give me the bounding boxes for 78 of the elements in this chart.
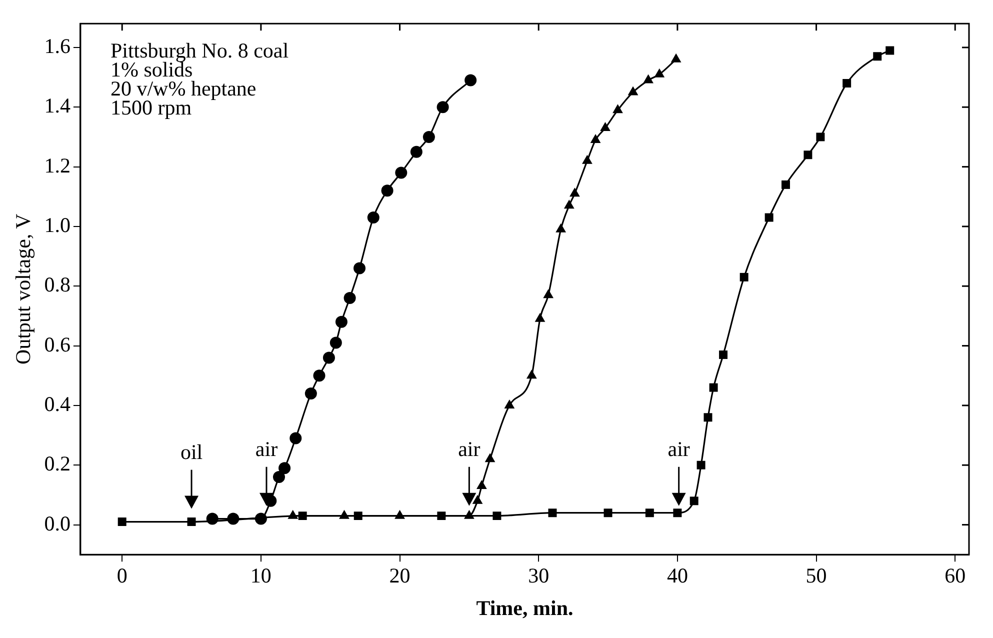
- point: [526, 370, 537, 379]
- y-tick-label: 1.2: [44, 153, 70, 178]
- point: [118, 518, 126, 526]
- y-tick-label: 0.8: [44, 272, 70, 297]
- point: [564, 200, 574, 209]
- point: [436, 101, 449, 114]
- point: [322, 352, 335, 364]
- annotation: air: [255, 436, 278, 461]
- point: [842, 79, 852, 88]
- point: [344, 292, 356, 304]
- annotation: air: [458, 436, 480, 461]
- point: [227, 512, 240, 525]
- point: [410, 146, 422, 158]
- point: [816, 132, 825, 142]
- point: [612, 104, 623, 114]
- point: [304, 388, 317, 400]
- point: [804, 150, 812, 160]
- point: [556, 223, 566, 232]
- x-tick-label: 60: [944, 564, 966, 588]
- x-tick-label: 20: [389, 564, 410, 588]
- point: [187, 518, 196, 526]
- point: [628, 86, 638, 96]
- annotation: Pittsburgh No. 8 coal: [110, 38, 289, 63]
- point: [570, 188, 580, 197]
- point: [673, 508, 682, 518]
- point: [781, 180, 790, 189]
- x-tick-label: 40: [666, 564, 688, 588]
- point: [254, 512, 267, 525]
- annotation: oil: [180, 440, 203, 464]
- point: [696, 460, 706, 470]
- point: [690, 496, 698, 506]
- point: [719, 350, 728, 359]
- y-tick-label: 0.6: [44, 332, 70, 356]
- point: [670, 53, 682, 62]
- point: [206, 512, 218, 525]
- point: [764, 213, 774, 222]
- point: [543, 289, 554, 298]
- point: [709, 383, 718, 392]
- y-tick-label: 1.0: [44, 212, 70, 237]
- point: [582, 154, 592, 164]
- point: [278, 462, 291, 474]
- point: [590, 134, 601, 143]
- annotation: air: [668, 436, 690, 461]
- point: [740, 272, 748, 282]
- point: [272, 471, 285, 484]
- point: [548, 508, 557, 518]
- point: [886, 46, 894, 55]
- y-tick-label: 0.4: [44, 392, 71, 416]
- x-tick-label: 10: [250, 564, 272, 588]
- point: [604, 508, 612, 518]
- point: [330, 336, 342, 349]
- y-tick-label: 0.2: [44, 452, 70, 476]
- point: [600, 122, 610, 132]
- point: [464, 74, 477, 86]
- point: [290, 432, 302, 444]
- x-tick-label: 50: [806, 564, 827, 588]
- point: [654, 68, 665, 78]
- x-tick-label: 0: [116, 564, 128, 588]
- point: [645, 508, 654, 518]
- point: [313, 370, 326, 382]
- point: [422, 130, 435, 143]
- y-tick-label: 1.6: [44, 34, 70, 58]
- point: [335, 316, 348, 328]
- point: [395, 166, 408, 179]
- point: [381, 184, 394, 197]
- x-axis-title: Time, min.: [476, 596, 574, 620]
- point: [643, 74, 654, 84]
- point: [492, 512, 502, 520]
- y-axis-title: Output voltage, V: [11, 214, 36, 364]
- y-tick-label: 0.0: [44, 511, 70, 536]
- point: [484, 453, 496, 462]
- x-tick-label: 30: [528, 564, 550, 588]
- point: [367, 212, 380, 224]
- point: [534, 312, 546, 322]
- point: [354, 262, 366, 274]
- point: [873, 52, 882, 61]
- y-tick-label: 1.4: [44, 94, 71, 118]
- point: [704, 413, 712, 422]
